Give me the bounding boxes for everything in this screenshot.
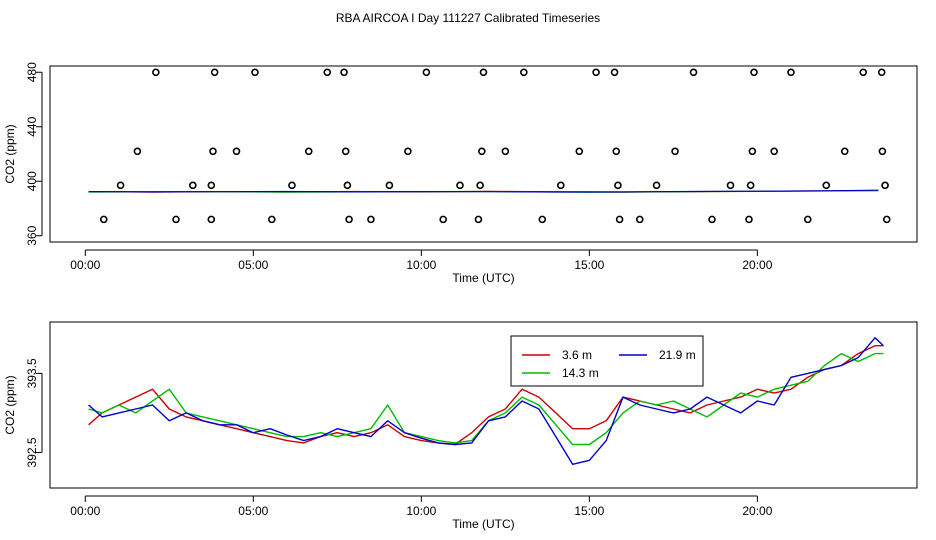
data-point xyxy=(538,215,547,224)
data-point xyxy=(610,68,619,77)
data-point xyxy=(172,215,180,224)
x-tick-label: 15:00 xyxy=(574,258,604,272)
data-point xyxy=(592,68,600,77)
data-point xyxy=(343,181,352,190)
data-point xyxy=(770,147,778,156)
data-point xyxy=(207,181,216,190)
legend: 3.6 m 14.3 m 21.9 m xyxy=(510,335,704,387)
data-point xyxy=(745,215,753,224)
data-point xyxy=(520,68,528,77)
data-point xyxy=(726,181,735,190)
data-point xyxy=(881,181,889,190)
data-point xyxy=(341,147,350,156)
data-point xyxy=(614,181,622,190)
legend-label: 14.3 m xyxy=(562,366,599,380)
data-point xyxy=(232,147,241,156)
data-point xyxy=(878,147,887,156)
data-point xyxy=(404,147,412,156)
plot-frame xyxy=(49,65,918,243)
data-point xyxy=(422,68,431,77)
x-axis-label: Time (UTC) xyxy=(452,271,514,285)
data-point xyxy=(822,181,831,190)
data-point xyxy=(116,181,125,190)
legend-label: 3.6 m xyxy=(562,348,592,362)
data-point xyxy=(612,147,621,156)
data-point xyxy=(635,215,644,224)
y-axis-label: CO2 (ppm) xyxy=(3,375,17,434)
bottom-line-panel: 00:00 05:00 10:00 15:00 20:00 Time (UTC) 392.5… xyxy=(3,321,918,531)
data-point xyxy=(671,147,679,156)
data-point xyxy=(323,68,332,77)
x-tick-label: 20:00 xyxy=(742,504,772,518)
data-point xyxy=(556,181,565,190)
y-tick-label: 392.5 xyxy=(25,437,39,467)
data-point xyxy=(210,68,219,77)
y-tick-label: 360 xyxy=(25,225,39,245)
legend-box xyxy=(510,335,704,387)
data-point xyxy=(479,68,488,77)
data-point xyxy=(652,181,661,190)
data-point xyxy=(251,68,259,77)
data-point xyxy=(748,147,757,156)
data-point xyxy=(439,215,447,224)
y-tick-label: 400 xyxy=(25,171,39,191)
data-point xyxy=(803,215,812,224)
data-point xyxy=(787,68,795,77)
data-point xyxy=(345,215,353,224)
data-point xyxy=(207,215,216,224)
data-point xyxy=(859,68,868,77)
data-point xyxy=(99,215,108,224)
x-axis-label: Time (UTC) xyxy=(452,517,514,531)
data-point xyxy=(304,147,313,156)
top-scatter-panel: 00:00 05:00 10:00 15:00 20:00 Time (UTC) 360 40… xyxy=(3,62,918,285)
data-point xyxy=(288,181,296,190)
legend-label: 21.9 m xyxy=(659,348,696,362)
data-point xyxy=(689,68,698,77)
data-point xyxy=(746,181,755,190)
data-point xyxy=(367,215,375,224)
data-point xyxy=(615,215,624,224)
x-tick-label: 05:00 xyxy=(238,258,268,272)
x-tick-label: 00:00 xyxy=(70,258,100,272)
data-point xyxy=(209,147,217,156)
x-tick-label: 15:00 xyxy=(574,504,604,518)
data-point xyxy=(474,215,483,224)
y-tick-label: 393.5 xyxy=(25,358,39,388)
data-point xyxy=(575,147,584,156)
y-tick-label: 440 xyxy=(25,116,39,136)
data-point xyxy=(708,215,716,224)
x-tick-label: 10:00 xyxy=(406,504,436,518)
data-point xyxy=(478,147,486,156)
data-point xyxy=(267,215,276,224)
y-tick-label: 480 xyxy=(25,62,39,82)
data-point xyxy=(750,68,758,77)
series-line-21-9-m xyxy=(88,337,884,465)
x-tick-label: 20:00 xyxy=(742,258,772,272)
x-tick-label: 05:00 xyxy=(238,504,268,518)
data-point xyxy=(189,181,197,190)
data-point xyxy=(877,68,886,77)
data-point xyxy=(476,181,484,190)
data-point xyxy=(840,147,849,156)
y-axis-label: CO2 (ppm) xyxy=(3,124,17,183)
data-point xyxy=(385,181,394,190)
figure-title: RBA AIRCOA I Day 111227 Calibrated Times… xyxy=(336,11,600,25)
series-line xyxy=(88,189,879,193)
data-point xyxy=(340,68,348,77)
data-point xyxy=(152,68,160,77)
data-point xyxy=(882,215,891,224)
data-point xyxy=(501,147,510,156)
data-point xyxy=(133,147,142,156)
data-point xyxy=(456,181,464,190)
x-tick-label: 00:00 xyxy=(70,504,100,518)
x-tick-label: 10:00 xyxy=(406,258,436,272)
plot-frame xyxy=(49,321,918,489)
